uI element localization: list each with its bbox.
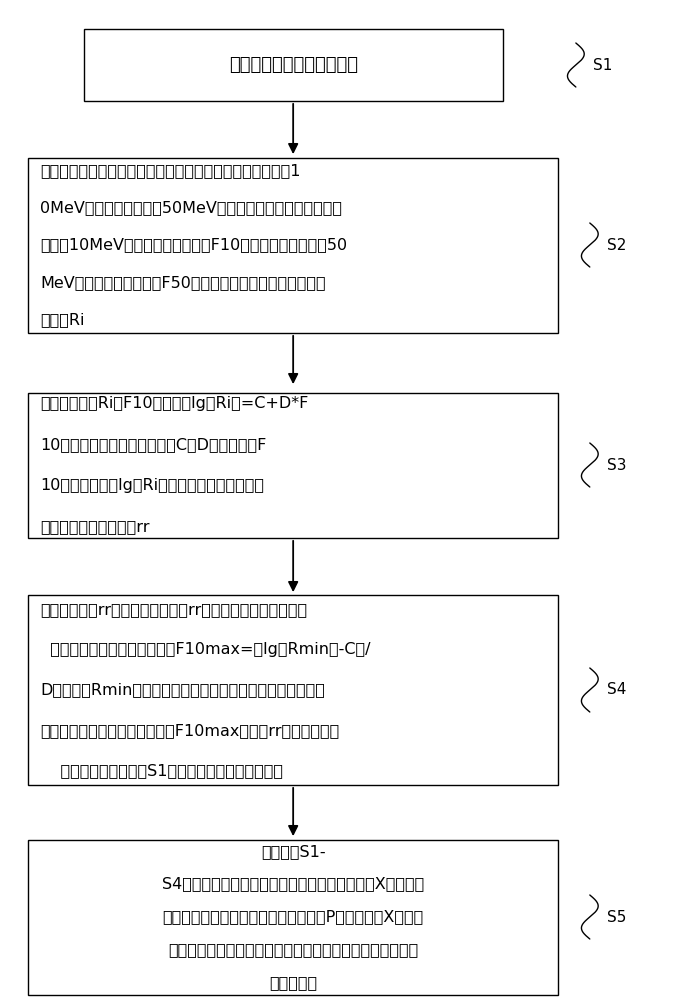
Text: 重复步骤S1-: 重复步骤S1- <box>261 844 325 859</box>
FancyBboxPatch shape <box>84 29 503 101</box>
Text: 根据相关系数rr的计算结果，如果rr大于预设的阈值，则根据: 根据相关系数rr的计算结果，如果rr大于预设的阈值，则根据 <box>40 602 308 617</box>
FancyBboxPatch shape <box>28 157 558 332</box>
Text: 事件最大值的预测值的平均值，作为此次质子事件的峰值通: 事件最大值的预测值的平均值，作为此次质子事件的峰值通 <box>168 942 418 957</box>
Text: 谱因子Ri: 谱因子Ri <box>40 312 85 327</box>
FancyBboxPatch shape <box>28 840 558 994</box>
Text: 10的平均值以及lg（Ri）的平均值利用相关系数: 10的平均值以及lg（Ri）的平均值利用相关系数 <box>40 478 265 493</box>
Text: 的阈值，则返回步骤S1重新获取太阳高能质子数据: 的阈值，则返回步骤S1重新获取太阳高能质子数据 <box>40 763 283 778</box>
Text: S5: S5 <box>607 910 627 924</box>
FancyBboxPatch shape <box>28 595 558 785</box>
Text: 量大于10MeV的高能质子数据即为F10，所述起始能量大于50: 量大于10MeV的高能质子数据即为F10，所述起始能量大于50 <box>40 237 348 252</box>
Text: 从实时太阳高能质子数据中分别选取最近多组起始能量大于1: 从实时太阳高能质子数据中分别选取最近多组起始能量大于1 <box>40 163 301 178</box>
Text: 实时获取太阳高能质子数据: 实时获取太阳高能质子数据 <box>229 56 357 74</box>
Text: 0MeV以及起始能量大于50MeV的高能质子数据，所述起始能: 0MeV以及起始能量大于50MeV的高能质子数据，所述起始能 <box>40 200 343 215</box>
Text: 根据能谱因子Ri与F10的关系式lg（Ri）=C+D*F: 根据能谱因子Ri与F10的关系式lg（Ri）=C+D*F <box>40 396 309 411</box>
Text: S1: S1 <box>593 57 613 73</box>
Text: 件最大值的预测值之间的相对误差小于P时，计算这X个质子: 件最大值的预测值之间的相对误差小于P时，计算这X个质子 <box>163 910 424 924</box>
Text: S4，获得多个质子事件最大值的预测值，当连续X个质子事: S4，获得多个质子事件最大值的预测值，当连续X个质子事 <box>162 877 424 892</box>
Text: S3: S3 <box>607 458 627 473</box>
Text: S4: S4 <box>607 682 627 698</box>
Text: MeV的高能质子数据即为F50，根据能谱因子计算公式得到能: MeV的高能质子数据即为F50，根据能谱因子计算公式得到能 <box>40 275 326 290</box>
Text: S2: S2 <box>607 237 627 252</box>
Text: 质子事件最大值的预测值公式F10max=（lg（Rmin）-C）/: 质子事件最大值的预测值公式F10max=（lg（Rmin）-C）/ <box>40 642 371 657</box>
Text: 此得到质子事件最大值的预测值F10max，如果rr小于等于预设: 此得到质子事件最大值的预测值F10max，如果rr小于等于预设 <box>40 723 340 738</box>
Text: D，式中，Rmin的值取决于当年太阳活动水平，为固定值，以: D，式中，Rmin的值取决于当年太阳活动水平，为固定值，以 <box>40 682 325 698</box>
FancyBboxPatch shape <box>28 392 558 538</box>
Text: 量的预测值: 量的预测值 <box>269 975 317 990</box>
Text: 计算公式得到相关系数rr: 计算公式得到相关系数rr <box>40 519 150 534</box>
Text: 10，利用最小二乘法得到常数C、D，根据多组F: 10，利用最小二乘法得到常数C、D，根据多组F <box>40 437 267 452</box>
